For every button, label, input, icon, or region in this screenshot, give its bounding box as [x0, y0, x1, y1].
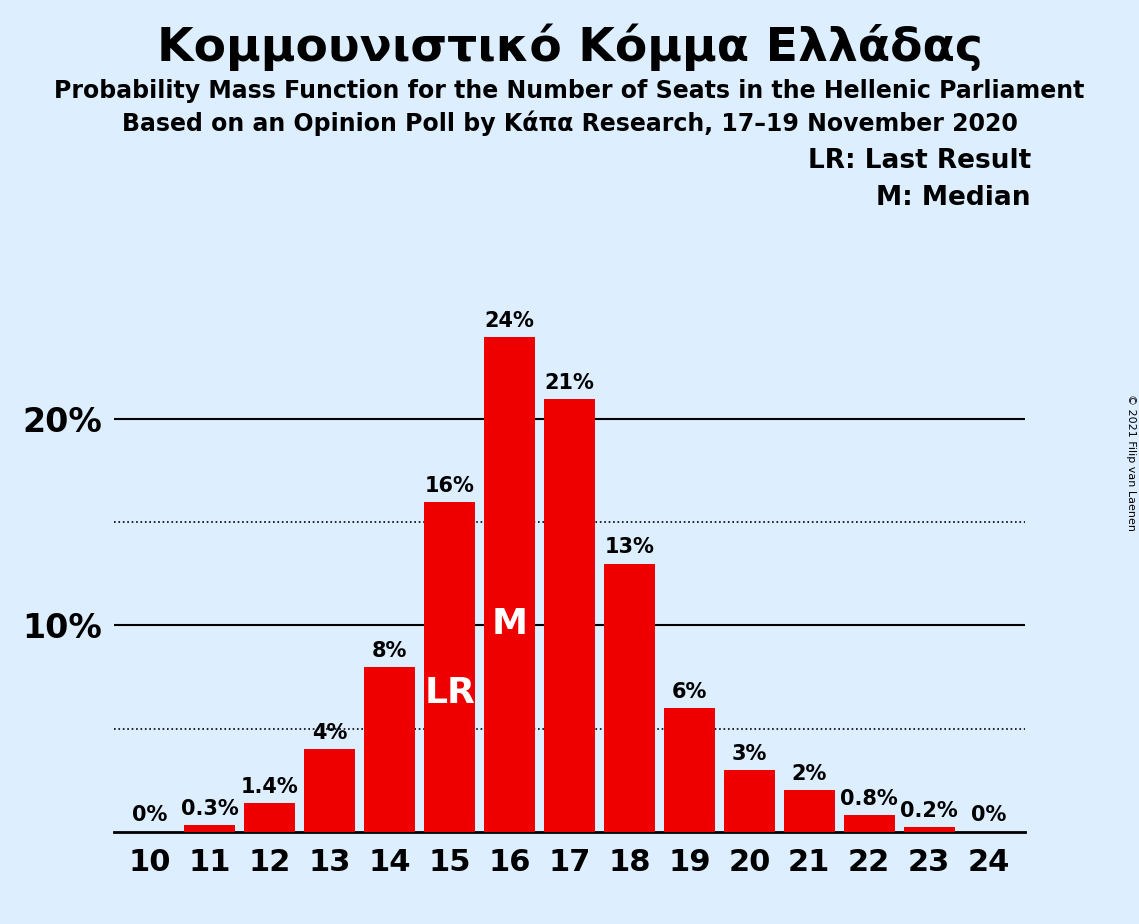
Text: 0.2%: 0.2% [900, 801, 958, 821]
Text: Probability Mass Function for the Number of Seats in the Hellenic Parliament: Probability Mass Function for the Number… [55, 79, 1084, 103]
Text: Based on an Opinion Poll by Κάπα Research, 17–19 November 2020: Based on an Opinion Poll by Κάπα Researc… [122, 111, 1017, 137]
Text: 1.4%: 1.4% [240, 776, 298, 796]
Text: 21%: 21% [544, 372, 595, 393]
Text: 8%: 8% [372, 640, 408, 661]
Text: 4%: 4% [312, 723, 347, 743]
Bar [185, 825, 236, 832]
Bar [484, 337, 535, 832]
Bar [844, 815, 895, 832]
Text: LR: LR [424, 676, 475, 710]
Bar [724, 770, 775, 832]
Text: LR: Last Result: LR: Last Result [808, 148, 1031, 174]
Text: Κομμουνιστικό Κόμμα Ελλάδας: Κομμουνιστικό Κόμμα Ελλάδας [156, 23, 983, 70]
Text: © 2021 Filip van Laenen: © 2021 Filip van Laenen [1126, 394, 1136, 530]
Bar [364, 667, 415, 832]
Text: 2%: 2% [792, 764, 827, 784]
Bar [244, 803, 295, 832]
Text: 13%: 13% [605, 538, 655, 557]
Bar [304, 749, 355, 832]
Text: 16%: 16% [425, 476, 475, 495]
Text: M: Median: M: Median [876, 185, 1031, 211]
Bar [784, 790, 835, 832]
Text: 0.8%: 0.8% [841, 789, 899, 808]
Text: 6%: 6% [672, 682, 707, 701]
Bar [604, 564, 655, 832]
Bar [664, 708, 715, 832]
Text: 0%: 0% [132, 806, 167, 825]
Text: 0%: 0% [972, 806, 1007, 825]
Text: 3%: 3% [731, 744, 767, 763]
Text: M: M [492, 607, 527, 641]
Text: 24%: 24% [484, 310, 534, 331]
Bar [903, 828, 954, 832]
Bar [544, 399, 595, 832]
Text: 0.3%: 0.3% [181, 799, 239, 820]
Bar [424, 502, 475, 832]
